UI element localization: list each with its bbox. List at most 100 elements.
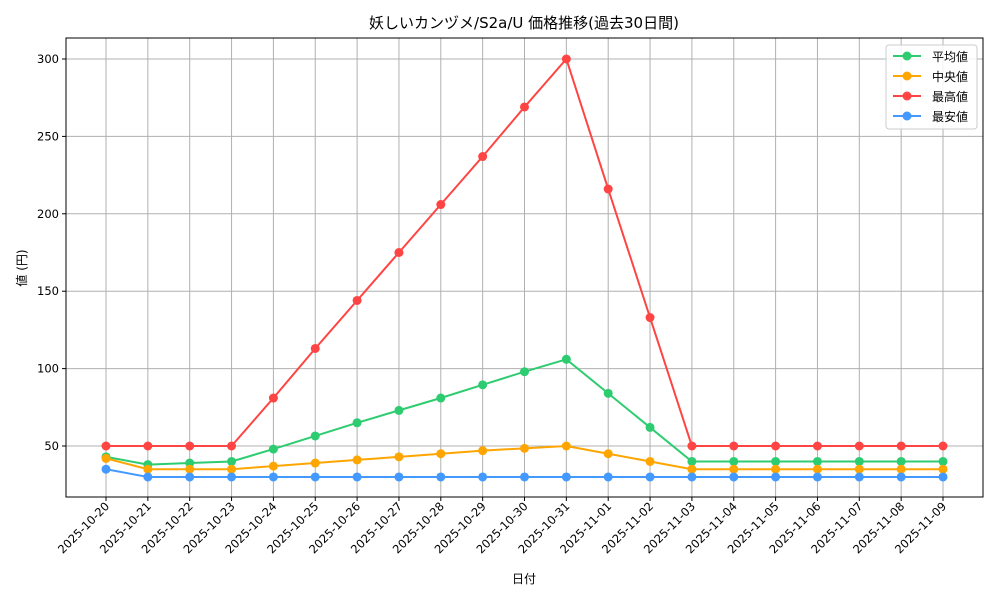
y-tick-label: 150	[37, 284, 59, 298]
data-point	[812, 472, 822, 482]
data-point	[687, 456, 697, 466]
data-point	[729, 472, 739, 482]
data-point	[227, 472, 237, 482]
chart-title: 妖しいカンヅメ/S2a/U 価格推移(過去30日間)	[369, 14, 679, 32]
data-point	[938, 456, 948, 466]
data-point	[812, 441, 822, 451]
legend-marker	[902, 111, 912, 121]
data-point	[938, 472, 948, 482]
data-point	[101, 441, 111, 451]
data-point	[520, 443, 529, 453]
data-point	[771, 464, 781, 474]
data-point	[729, 464, 739, 474]
data-point	[771, 441, 781, 451]
data-point	[854, 441, 864, 451]
data-point	[268, 472, 278, 482]
data-point	[352, 295, 362, 305]
data-point	[478, 152, 488, 162]
data-point	[854, 472, 864, 482]
x-axis-label: 日付	[512, 572, 536, 586]
legend-label: 平均値	[932, 49, 968, 64]
data-point	[603, 449, 613, 459]
data-point	[310, 458, 320, 468]
data-point	[561, 472, 571, 482]
data-point	[896, 441, 906, 451]
data-point	[645, 422, 655, 432]
legend-box	[885, 44, 978, 130]
data-point	[771, 472, 781, 482]
y-tick-label: 300	[37, 52, 59, 66]
data-point	[101, 464, 111, 474]
data-point	[185, 441, 195, 451]
data-point	[436, 472, 446, 482]
legend-marker	[902, 91, 912, 101]
data-point	[143, 472, 153, 482]
data-point	[896, 464, 906, 474]
data-point	[185, 464, 195, 474]
data-point	[938, 464, 948, 474]
y-tick-label: 50	[44, 439, 59, 453]
legend-marker	[902, 71, 912, 81]
data-point	[185, 458, 195, 468]
data-point	[436, 393, 446, 403]
data-point	[645, 456, 655, 466]
data-point	[561, 354, 571, 364]
data-point	[603, 184, 613, 194]
data-point	[812, 456, 822, 466]
legend-label: 最高値	[932, 89, 968, 104]
data-point	[854, 464, 864, 474]
data-point	[436, 449, 446, 459]
data-point	[603, 388, 613, 398]
data-point	[310, 343, 320, 353]
data-point	[854, 456, 864, 466]
data-point	[227, 464, 237, 474]
data-point	[310, 472, 320, 482]
data-point	[143, 441, 153, 451]
series-layer	[101, 54, 948, 482]
data-point	[394, 472, 404, 482]
data-point	[352, 455, 362, 465]
y-tick-label: 250	[37, 129, 59, 143]
data-point	[478, 380, 488, 390]
data-point	[436, 200, 446, 210]
data-point	[520, 367, 529, 377]
data-point	[268, 444, 278, 454]
data-point	[478, 472, 488, 482]
data-point	[268, 393, 278, 403]
data-point	[143, 464, 153, 474]
y-axis-label: 値 (円)	[14, 249, 29, 286]
data-point	[687, 464, 697, 474]
legend-label: 中央値	[932, 69, 968, 84]
data-point	[185, 472, 195, 482]
data-point	[896, 456, 906, 466]
data-point	[520, 102, 529, 112]
data-point	[896, 472, 906, 482]
data-point	[603, 472, 613, 482]
data-point	[394, 405, 404, 415]
axis-ticks: 2025-10-202025-10-212025-10-222025-10-23…	[37, 52, 949, 556]
legend-label: 最安値	[932, 109, 968, 124]
data-point	[352, 472, 362, 482]
data-point	[310, 431, 320, 441]
data-point	[394, 248, 404, 257]
data-point	[729, 441, 739, 451]
data-point	[561, 441, 571, 451]
data-point	[687, 472, 697, 482]
data-point	[352, 418, 362, 428]
legend-marker	[902, 51, 912, 61]
data-point	[227, 456, 237, 466]
y-tick-label: 200	[37, 207, 59, 221]
data-point	[645, 472, 655, 482]
data-point	[687, 441, 697, 451]
data-point	[645, 313, 655, 323]
data-point	[101, 453, 111, 463]
data-point	[771, 456, 781, 466]
data-point	[394, 452, 404, 462]
data-point	[938, 441, 948, 451]
data-point	[268, 461, 278, 471]
data-point	[561, 54, 571, 64]
data-point	[478, 446, 488, 456]
y-tick-label: 100	[37, 362, 59, 376]
